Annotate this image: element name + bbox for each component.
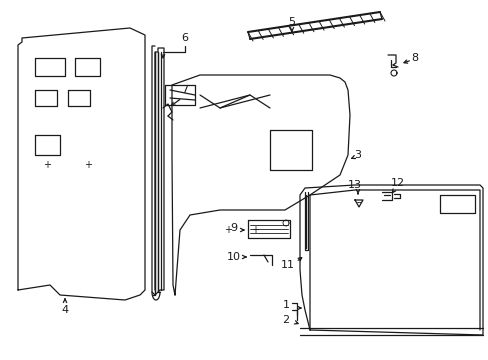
Text: 3: 3 bbox=[354, 150, 361, 160]
Text: 2: 2 bbox=[282, 315, 289, 325]
Text: 6: 6 bbox=[181, 33, 188, 43]
Text: 7: 7 bbox=[181, 85, 188, 95]
Text: +: + bbox=[43, 160, 51, 170]
Text: 9: 9 bbox=[230, 223, 237, 233]
Text: 1: 1 bbox=[282, 300, 289, 310]
Text: 13: 13 bbox=[347, 180, 361, 190]
Text: 11: 11 bbox=[281, 260, 294, 270]
Text: +: + bbox=[224, 225, 231, 235]
Text: 5: 5 bbox=[288, 17, 295, 27]
Text: 10: 10 bbox=[226, 252, 241, 262]
Text: 8: 8 bbox=[410, 53, 418, 63]
Text: +: + bbox=[84, 160, 92, 170]
Text: 12: 12 bbox=[390, 178, 404, 188]
Text: 4: 4 bbox=[61, 305, 68, 315]
Text: +: + bbox=[250, 225, 259, 235]
